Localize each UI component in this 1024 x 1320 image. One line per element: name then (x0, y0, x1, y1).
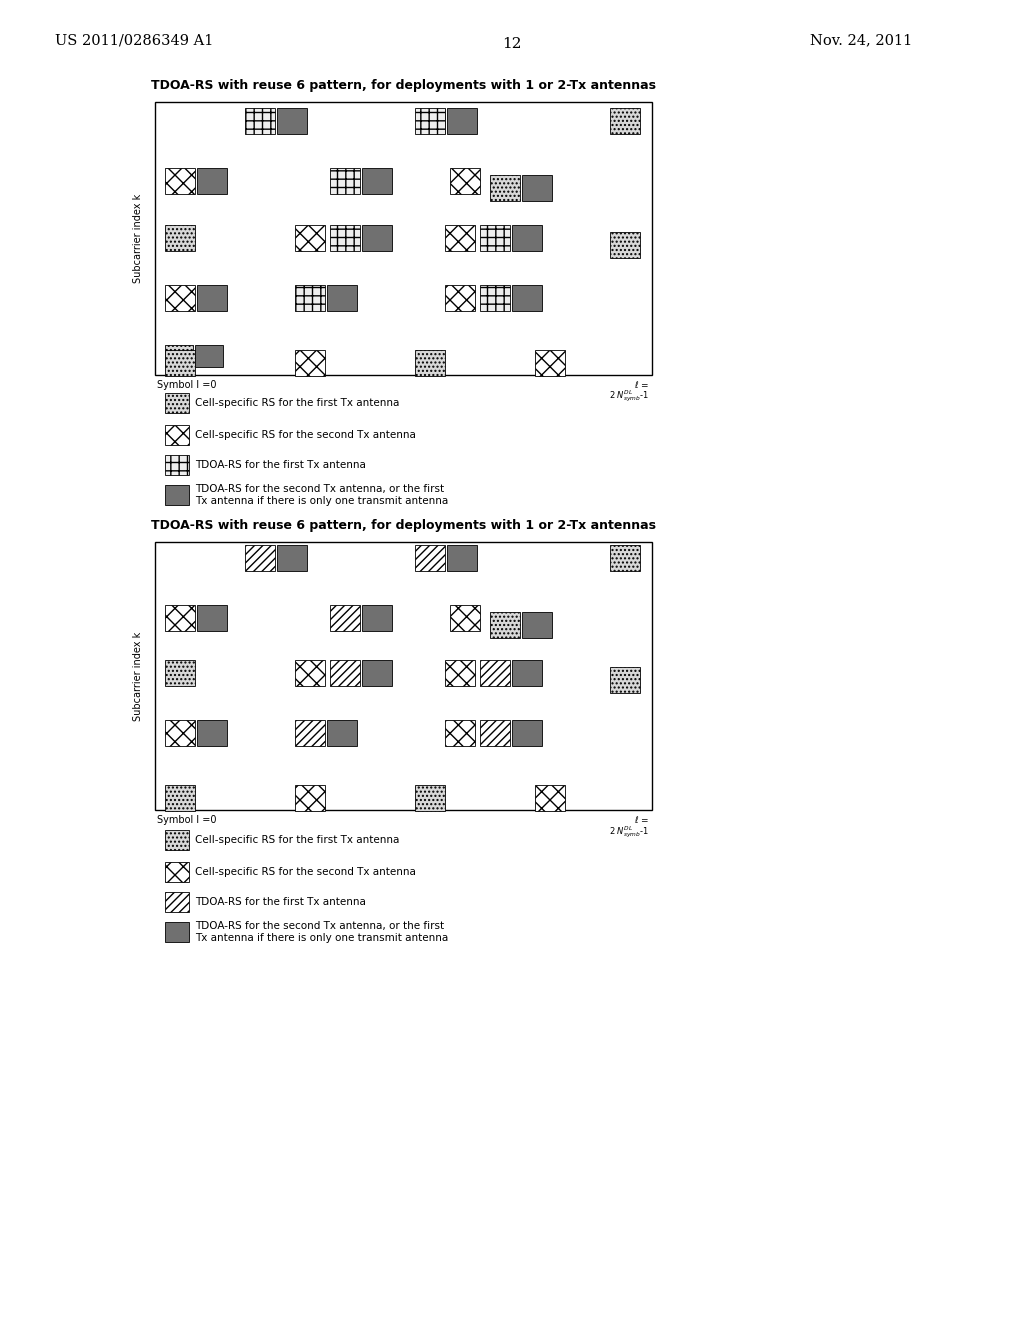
Bar (295, 785, 325, 810)
Bar (512, 224, 542, 251)
Bar (522, 176, 552, 201)
Bar (295, 719, 325, 746)
Bar (362, 660, 392, 686)
Bar (165, 350, 195, 376)
Bar (480, 224, 510, 251)
Bar (165, 785, 195, 810)
Bar (165, 393, 189, 413)
Bar (278, 108, 307, 135)
Text: 2 $N^{DL}_{symb}$-1: 2 $N^{DL}_{symb}$-1 (609, 389, 649, 404)
Bar (445, 285, 475, 312)
Bar (165, 484, 189, 506)
Bar (610, 108, 640, 135)
Bar (295, 285, 325, 312)
Bar (165, 921, 189, 942)
Bar (165, 168, 195, 194)
Text: $\ell$ =: $\ell$ = (634, 814, 649, 825)
Bar (165, 830, 189, 850)
Bar (165, 425, 189, 445)
Bar (330, 605, 360, 631)
Text: Symbol l =0: Symbol l =0 (157, 380, 216, 389)
Bar (245, 108, 275, 135)
Bar (165, 285, 195, 312)
Bar (327, 285, 357, 312)
Bar (490, 612, 520, 638)
Bar (445, 224, 475, 251)
Bar (197, 605, 227, 631)
Bar (165, 862, 189, 882)
Bar (535, 785, 565, 810)
Bar (165, 605, 195, 631)
Bar (445, 660, 475, 686)
Text: TDOA-RS for the second Tx antenna, or the first
Tx antenna if there is only one : TDOA-RS for the second Tx antenna, or th… (195, 484, 449, 506)
Bar (165, 892, 189, 912)
Bar (327, 719, 357, 746)
Bar (197, 168, 227, 194)
Bar (295, 660, 325, 686)
Bar (415, 108, 445, 135)
Bar (165, 660, 195, 686)
Bar (415, 545, 445, 572)
Bar (447, 108, 477, 135)
Bar (480, 285, 510, 312)
Bar (278, 545, 307, 572)
Text: Cell-specific RS for the second Tx antenna: Cell-specific RS for the second Tx anten… (195, 867, 416, 876)
Text: 2 $N^{DL}_{symb}$-1: 2 $N^{DL}_{symb}$-1 (609, 824, 649, 840)
Bar (447, 545, 477, 572)
Bar (330, 660, 360, 686)
Text: $\ell$ =: $\ell$ = (634, 379, 649, 389)
Bar (610, 232, 640, 257)
Text: TDOA-RS with reuse 6 pattern, for deployments with 1 or 2-Tx antennas: TDOA-RS with reuse 6 pattern, for deploy… (151, 519, 656, 532)
Bar (165, 224, 195, 251)
Text: Symbol l =0: Symbol l =0 (157, 814, 216, 825)
Bar (165, 455, 189, 475)
Bar (165, 719, 195, 746)
Bar (480, 660, 510, 686)
Bar (330, 224, 360, 251)
Bar (445, 719, 475, 746)
Text: Nov. 24, 2011: Nov. 24, 2011 (810, 33, 912, 48)
Bar (362, 605, 392, 631)
Text: Cell-specific RS for the second Tx antenna: Cell-specific RS for the second Tx anten… (195, 430, 416, 440)
Bar (415, 785, 445, 810)
Text: TDOA-RS for the first Tx antenna: TDOA-RS for the first Tx antenna (195, 459, 366, 470)
Text: Subcarrier index k: Subcarrier index k (133, 631, 143, 721)
Text: Subcarrier index k: Subcarrier index k (133, 194, 143, 282)
Bar (165, 345, 193, 367)
Text: TDOA-RS for the second Tx antenna, or the first
Tx antenna if there is only one : TDOA-RS for the second Tx antenna, or th… (195, 921, 449, 942)
Bar (245, 545, 275, 572)
Bar (362, 224, 392, 251)
Text: 12: 12 (502, 37, 522, 51)
Bar (197, 285, 227, 312)
Bar (197, 719, 227, 746)
Bar (450, 168, 480, 194)
Bar (415, 350, 445, 376)
Text: US 2011/0286349 A1: US 2011/0286349 A1 (55, 33, 213, 48)
Text: TDOA-RS with reuse 6 pattern, for deployments with 1 or 2-Tx antennas: TDOA-RS with reuse 6 pattern, for deploy… (151, 79, 656, 92)
Bar (295, 224, 325, 251)
Bar (610, 545, 640, 572)
Text: Cell-specific RS for the first Tx antenna: Cell-specific RS for the first Tx antenn… (195, 836, 399, 845)
Bar (610, 667, 640, 693)
Bar (522, 612, 552, 638)
Bar (196, 345, 223, 367)
Text: Cell-specific RS for the first Tx antenna: Cell-specific RS for the first Tx antenn… (195, 399, 399, 408)
Text: TDOA-RS for the first Tx antenna: TDOA-RS for the first Tx antenna (195, 898, 366, 907)
Bar (450, 605, 480, 631)
Bar (480, 719, 510, 746)
Bar (330, 168, 360, 194)
Bar (535, 350, 565, 376)
Bar (512, 285, 542, 312)
Bar (362, 168, 392, 194)
Bar (512, 660, 542, 686)
Bar (295, 350, 325, 376)
Bar (155, 543, 652, 810)
Bar (490, 176, 520, 201)
Bar (512, 719, 542, 746)
Bar (155, 102, 652, 375)
